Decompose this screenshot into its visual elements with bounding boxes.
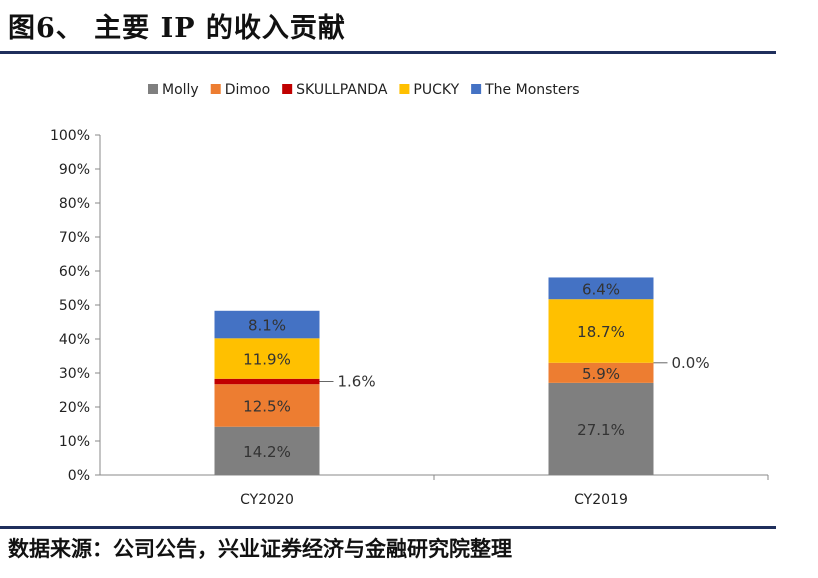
- source-rule: [0, 526, 776, 529]
- bar-molly: [548, 382, 654, 475]
- title-rule: [0, 51, 776, 54]
- y-tick-label: 10%: [59, 434, 90, 450]
- data-label: 18.7%: [577, 323, 625, 341]
- data-label: 0.0%: [672, 354, 710, 372]
- data-label: 5.9%: [582, 365, 620, 383]
- data-label: 11.9%: [243, 351, 291, 369]
- x-tick-label: CY2020: [240, 492, 294, 508]
- bar-the-monsters: [548, 277, 654, 300]
- legend-swatch: [282, 84, 293, 94]
- data-label: 1.6%: [338, 373, 376, 391]
- legend-swatch: [471, 84, 482, 94]
- bar-the-monsters: [214, 310, 320, 339]
- data-label: 6.4%: [582, 280, 620, 298]
- legend-swatch: [399, 84, 410, 94]
- y-tick-label: 80%: [59, 196, 90, 212]
- y-tick-label: 30%: [59, 366, 90, 382]
- data-label: 8.1%: [248, 317, 286, 335]
- legend-swatch: [210, 84, 221, 94]
- data-label: 27.1%: [577, 421, 625, 439]
- data-label: 14.2%: [243, 443, 291, 461]
- legend-label: PUCKY: [413, 82, 459, 98]
- bar-pucky: [548, 299, 654, 363]
- y-tick-label: 60%: [59, 264, 90, 280]
- x-tick-label: CY2019: [574, 492, 628, 508]
- data-label: 12.5%: [243, 397, 291, 415]
- y-tick-label: 70%: [59, 230, 90, 246]
- legend-label: Dimoo: [225, 82, 270, 98]
- y-tick-label: 90%: [59, 162, 90, 178]
- source-note: 数据来源：公司公告，兴业证券经济与金融研究院整理: [8, 536, 512, 561]
- legend-label: Molly: [162, 82, 199, 98]
- y-tick-label: 100%: [50, 128, 90, 144]
- y-tick-label: 40%: [59, 332, 90, 348]
- bar-pucky: [214, 338, 320, 379]
- y-tick-label: 20%: [59, 400, 90, 416]
- y-tick-label: 0%: [68, 468, 90, 484]
- bar-dimoo: [548, 362, 654, 383]
- bar-dimoo: [214, 384, 320, 427]
- bar-molly: [214, 426, 320, 475]
- figure-title: 图6、 主要 IP 的收入贡献: [8, 13, 346, 44]
- legend-swatch: [148, 84, 158, 94]
- bar-skullpanda: [214, 378, 320, 385]
- legend-label: SKULLPANDA: [296, 82, 388, 98]
- legend-label: The Monsters: [484, 82, 579, 98]
- y-tick-label: 50%: [59, 298, 90, 314]
